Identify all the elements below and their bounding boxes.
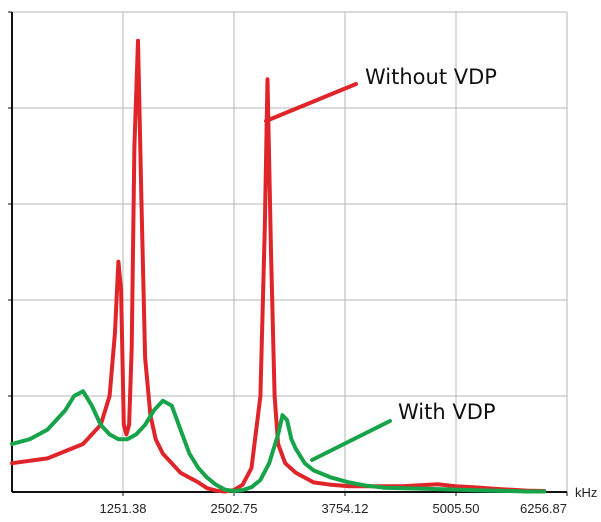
x-tick-label: 5005.50 xyxy=(433,501,480,516)
x-tick-label: 2502.75 xyxy=(211,501,258,516)
annotation-pointer-without-vdp xyxy=(264,82,358,123)
x-unit-label: kHz xyxy=(575,485,597,500)
annotations: Without VDP With VDP xyxy=(264,65,497,462)
annotation-label-without-vdp: Without VDP xyxy=(365,65,497,89)
annotation-pointer-with-vdp xyxy=(310,419,392,462)
x-tick-label: 6256.87 xyxy=(520,501,567,516)
series-lines xyxy=(10,38,547,494)
grid-lines xyxy=(12,11,568,492)
annotation-label-with-vdp: With VDP xyxy=(398,400,496,424)
x-tick-label: 3754.12 xyxy=(321,501,368,516)
x-tick-labels: 1251.38 2502.75 3754.12 5005.50 6256.87 kHz xyxy=(100,485,598,516)
series-line-with-vdp xyxy=(10,389,547,494)
x-tick-label: 1251.38 xyxy=(100,501,147,516)
